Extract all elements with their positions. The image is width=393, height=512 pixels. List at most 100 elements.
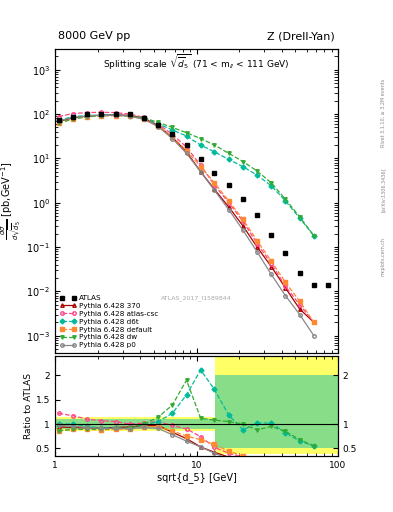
Pythia 6.428 atlas-csc (113, 110, 118, 116)
Pythia 6.428 atlas-csc (226, 200, 231, 206)
Pythia 6.428 default (212, 180, 217, 186)
Pythia 6.428 dw (71, 116, 75, 122)
Pythia 6.428 dw (269, 180, 274, 186)
Pythia 6.428 default (297, 298, 302, 304)
Pythia 6.428 dw (184, 130, 189, 136)
Pythia 6.428 d6t (156, 121, 160, 127)
Pythia 6.428 d6t (283, 198, 288, 204)
Pythia 6.428 p0 (283, 292, 288, 298)
Pythia 6.428 p0 (226, 206, 231, 212)
Pythia 6.428 default (127, 113, 132, 119)
Pythia 6.428 p0 (71, 114, 75, 120)
Pythia 6.428 p0 (113, 112, 118, 118)
Pythia 6.428 atlas-csc (297, 302, 302, 308)
ATLAS (99, 111, 104, 117)
Pythia 6.428 default (170, 134, 175, 140)
Pythia 6.428 atlas-csc (283, 283, 288, 289)
Pythia 6.428 370 (212, 186, 217, 193)
ATLAS (312, 282, 316, 288)
Pythia 6.428 default (283, 279, 288, 285)
Pythia 6.428 default (85, 114, 90, 120)
Pythia 6.428 dw (283, 196, 288, 202)
Pythia 6.428 default (226, 198, 231, 204)
ATLAS (241, 196, 245, 202)
ATLAS (326, 282, 331, 288)
Pythia 6.428 default (312, 319, 316, 326)
Pythia 6.428 p0 (255, 249, 259, 255)
Pythia 6.428 dw (241, 158, 245, 164)
Pythia 6.428 d6t (269, 183, 274, 189)
Pythia 6.428 dw (170, 124, 175, 131)
ATLAS (212, 169, 217, 176)
Pythia 6.428 dw (85, 114, 90, 120)
Pythia 6.428 d6t (141, 115, 146, 121)
Line: Pythia 6.428 370: Pythia 6.428 370 (57, 113, 316, 324)
ATLAS (283, 250, 288, 257)
Pythia 6.428 370 (127, 112, 132, 118)
Pythia 6.428 dw (156, 119, 160, 125)
Pythia 6.428 d6t (212, 149, 217, 155)
Pythia 6.428 d6t (312, 232, 316, 239)
X-axis label: sqrt{d_5} [GeV]: sqrt{d_5} [GeV] (156, 472, 237, 483)
Pythia 6.428 d6t (226, 156, 231, 162)
Pythia 6.428 dw (226, 151, 231, 157)
ATLAS (113, 111, 118, 117)
Pythia 6.428 p0 (184, 151, 189, 157)
Pythia 6.428 370 (269, 264, 274, 270)
Pythia 6.428 d6t (241, 164, 245, 170)
Pythia 6.428 default (113, 113, 118, 119)
Pythia 6.428 p0 (156, 123, 160, 130)
Pythia 6.428 atlas-csc (241, 218, 245, 224)
Pythia 6.428 p0 (212, 187, 217, 194)
ATLAS (226, 182, 231, 188)
Pythia 6.428 atlas-csc (312, 319, 316, 326)
Pythia 6.428 atlas-csc (156, 121, 160, 127)
Pythia 6.428 atlas-csc (71, 111, 75, 117)
Pythia 6.428 d6t (113, 112, 118, 118)
Pythia 6.428 dw (255, 168, 259, 174)
Pythia 6.428 p0 (141, 116, 146, 122)
Pythia 6.428 atlas-csc (198, 162, 203, 168)
Pythia 6.428 d6t (99, 112, 104, 118)
Pythia 6.428 p0 (170, 136, 175, 142)
Pythia 6.428 370 (156, 122, 160, 129)
Pythia 6.428 dw (312, 232, 316, 239)
ATLAS (127, 111, 132, 117)
Pythia 6.428 370 (170, 134, 175, 140)
Pythia 6.428 370 (226, 204, 231, 210)
Pythia 6.428 default (156, 123, 160, 129)
Pythia 6.428 d6t (85, 113, 90, 119)
Text: 8000 GeV pp: 8000 GeV pp (58, 31, 130, 41)
Text: Z (Drell-Yan): Z (Drell-Yan) (267, 31, 335, 41)
Pythia 6.428 p0 (127, 113, 132, 119)
Pythia 6.428 370 (198, 168, 203, 175)
Line: Pythia 6.428 dw: Pythia 6.428 dw (57, 114, 316, 238)
Pythia 6.428 p0 (269, 271, 274, 278)
Pythia 6.428 atlas-csc (85, 110, 90, 116)
Pythia 6.428 370 (141, 115, 146, 121)
Pythia 6.428 370 (56, 118, 61, 124)
Text: Rivet 3.1.10, ≥ 3.2M events: Rivet 3.1.10, ≥ 3.2M events (381, 78, 386, 147)
ATLAS (71, 114, 75, 120)
Pythia 6.428 d6t (198, 142, 203, 148)
Pythia 6.428 default (241, 217, 245, 223)
Text: mcplots.cern.ch: mcplots.cern.ch (381, 237, 386, 275)
Pythia 6.428 default (99, 113, 104, 119)
Pythia 6.428 dw (56, 120, 61, 126)
Pythia 6.428 370 (184, 149, 189, 155)
Pythia 6.428 370 (85, 113, 90, 119)
Pythia 6.428 p0 (85, 113, 90, 119)
Pythia 6.428 dw (198, 136, 203, 142)
Pythia 6.428 370 (71, 115, 75, 121)
Pythia 6.428 atlas-csc (184, 144, 189, 150)
Pythia 6.428 default (184, 147, 189, 154)
Pythia 6.428 default (56, 120, 61, 126)
Pythia 6.428 atlas-csc (127, 111, 132, 117)
ATLAS (297, 270, 302, 276)
ATLAS (170, 131, 175, 137)
Line: ATLAS: ATLAS (56, 111, 331, 287)
Text: Splitting scale $\sqrt{\overline{d}_5}$ (71 < m$_{ll}$ < 111 GeV): Splitting scale $\sqrt{\overline{d}_5}$ … (103, 53, 290, 72)
Pythia 6.428 dw (127, 113, 132, 119)
Pythia 6.428 p0 (312, 333, 316, 339)
ATLAS (141, 115, 146, 121)
